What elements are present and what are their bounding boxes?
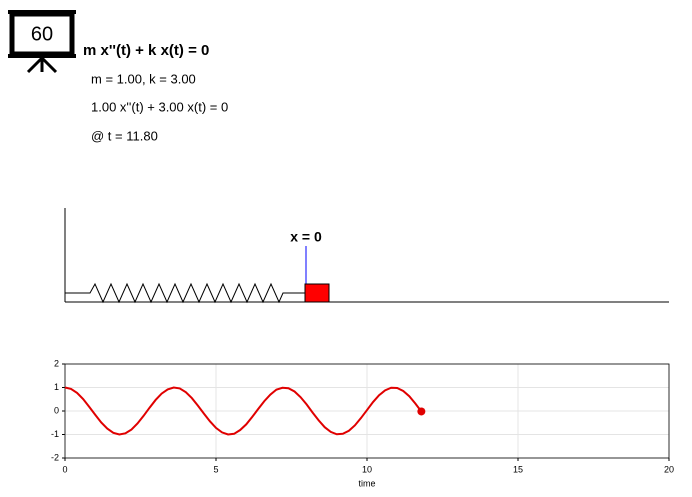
x-tick-label: 5 <box>213 464 218 474</box>
badge: 60 <box>31 23 53 45</box>
y-tick-label: 0 <box>54 405 59 415</box>
x-tick-label: 0 <box>62 464 67 474</box>
y-tick-label: 1 <box>54 382 59 392</box>
params: m = 1.00, k = 3.00 <box>91 71 196 86</box>
x-axis-label: time <box>358 478 375 488</box>
current-point <box>417 407 426 416</box>
x-tick-label: 10 <box>362 464 372 474</box>
x-tick-label: 15 <box>513 464 523 474</box>
presentation-icon <box>8 10 76 74</box>
spring-scene <box>64 208 669 304</box>
time: @ t = 11.80 <box>91 128 158 143</box>
equation: m x''(t) + k x(t) = 0 <box>83 42 209 59</box>
plot-frame <box>64 363 670 459</box>
y-tick-label: -2 <box>51 452 59 462</box>
x-tick-label: 20 <box>664 464 674 474</box>
y-tick-label: -1 <box>51 429 59 439</box>
position-line <box>64 386 423 436</box>
y-tick-label: 2 <box>54 358 59 368</box>
equilibrium-label: x = 0 <box>290 229 322 245</box>
instance: 1.00 x''(t) + 3.00 x(t) = 0 <box>91 99 228 114</box>
